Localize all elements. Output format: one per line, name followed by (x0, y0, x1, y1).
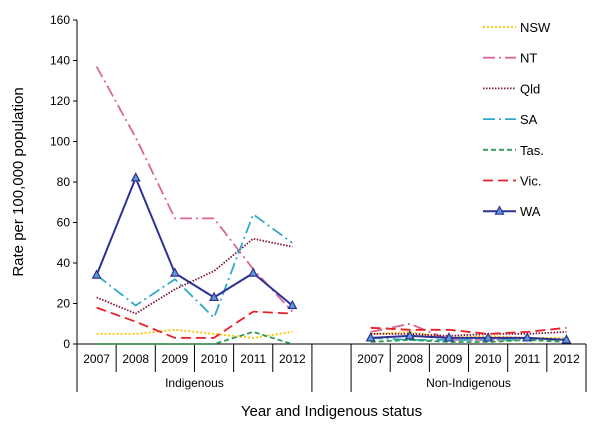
series-line (96, 306, 293, 339)
data-point (91, 269, 102, 279)
legend-label: NSW (520, 20, 551, 35)
series-line (95, 177, 293, 307)
series-line (370, 326, 567, 335)
legend-item: NSW (483, 20, 551, 35)
x-tick-label: 2010 (201, 352, 228, 366)
x-tick-label: 2009 (162, 352, 189, 366)
series-line (95, 66, 293, 313)
data-point (169, 267, 180, 277)
x-tick-label: 2012 (553, 352, 580, 366)
y-tick-label: 40 (57, 256, 71, 270)
x-tick-label: 2008 (122, 352, 149, 366)
data-point (365, 332, 376, 342)
series-wa (91, 172, 572, 344)
data-point (248, 267, 259, 277)
series-line (370, 331, 567, 337)
series-line (370, 338, 567, 343)
y-tick-label: 160 (50, 13, 70, 27)
series-line (96, 328, 293, 339)
x-axis-title: Year and Indigenous status (241, 403, 422, 420)
x-tick-label: 2008 (396, 352, 423, 366)
y-tick-label: 20 (57, 297, 71, 311)
data-point (561, 334, 572, 344)
y-tick-label: 0 (63, 337, 70, 351)
series-nt (95, 66, 567, 341)
series-line (96, 330, 293, 345)
legend-label: WA (520, 204, 541, 219)
legend: NSW NT Qld SA Tas. Vic. WA (483, 20, 551, 219)
x-tick-label: 2011 (514, 352, 540, 366)
legend-item: SA (483, 112, 538, 127)
y-tick-label: 140 (50, 54, 70, 68)
series-layer (91, 66, 572, 345)
legend-label: Qld (520, 81, 540, 96)
y-tick-label: 60 (57, 216, 71, 230)
x-group-label: Non-Indigenous (426, 376, 511, 390)
legend-item: Tas. (483, 143, 544, 158)
x-tick-label: 2009 (436, 352, 463, 366)
series-line (370, 330, 567, 339)
data-point (209, 291, 220, 302)
legend-label: SA (520, 112, 538, 127)
x-tick-label: 2011 (240, 352, 266, 366)
y-axis-title: Rate per 100,000 population (10, 87, 27, 276)
x-group-label: Indigenous (165, 376, 224, 390)
x-tick-label: 2007 (83, 352, 110, 366)
data-point (483, 332, 494, 342)
legend-item: Vic. (483, 174, 541, 189)
data-point (287, 299, 298, 310)
plot-area: 0 20 40 60 80 100 120 140 160 2007 2008 2009 2010 201… (50, 13, 587, 392)
series-sa (96, 213, 567, 341)
series-vic (96, 306, 567, 339)
series-line (370, 322, 567, 341)
x-tick-label: 2010 (475, 352, 502, 366)
series-tas (96, 330, 567, 345)
legend-item: Qld (483, 81, 540, 96)
data-point (130, 172, 141, 182)
data-point (443, 332, 454, 342)
legend-label: Vic. (520, 174, 541, 189)
y-tick-label: 120 (50, 94, 70, 108)
y-tick-label: 80 (57, 175, 71, 189)
data-point (404, 330, 415, 340)
series-line (96, 213, 293, 319)
series-line (96, 237, 293, 315)
legend-item: WA (483, 204, 541, 219)
legend-label: NT (520, 51, 537, 66)
series-line (370, 334, 567, 341)
series-nsw (96, 328, 567, 339)
x-tick-label: 2012 (279, 352, 306, 366)
data-point (522, 332, 533, 342)
y-tick-label: 100 (50, 135, 70, 149)
x-tick-label: 2007 (357, 352, 384, 366)
series-qld (96, 237, 567, 337)
legend-label: Tas. (520, 143, 544, 158)
legend-marker (494, 205, 505, 215)
legend-item: NT (483, 51, 537, 66)
